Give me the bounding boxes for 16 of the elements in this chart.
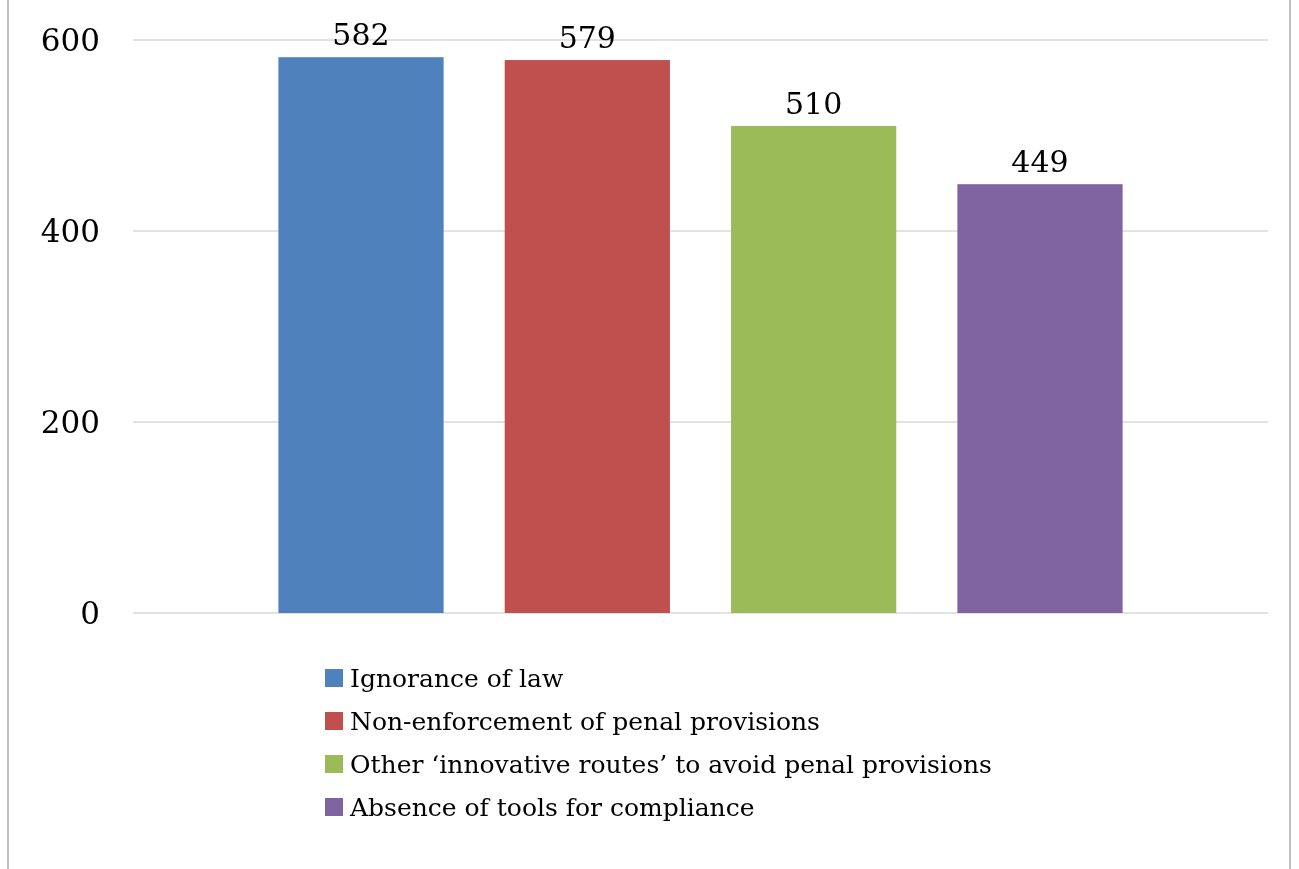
data-label: 449 xyxy=(1011,144,1069,180)
y-tick-label: 400 xyxy=(40,212,100,249)
bar xyxy=(957,184,1123,613)
legend-label: Other ‘innovative routes’ to avoid penal provisions xyxy=(350,750,992,779)
legend-label: Non-enforcement of penal provisions xyxy=(350,707,820,736)
bar xyxy=(731,125,897,613)
bar xyxy=(278,57,444,613)
data-label: 579 xyxy=(558,20,616,56)
legend-label: Absence of tools for compliance xyxy=(349,793,755,822)
legend-label: Ignorance of law xyxy=(350,664,564,693)
data-label: 582 xyxy=(332,17,390,53)
y-tick-label: 600 xyxy=(40,21,100,58)
bar xyxy=(504,60,670,613)
y-tick-label: 200 xyxy=(40,403,100,440)
y-tick-label: 0 xyxy=(80,594,100,631)
data-label: 510 xyxy=(785,85,843,121)
